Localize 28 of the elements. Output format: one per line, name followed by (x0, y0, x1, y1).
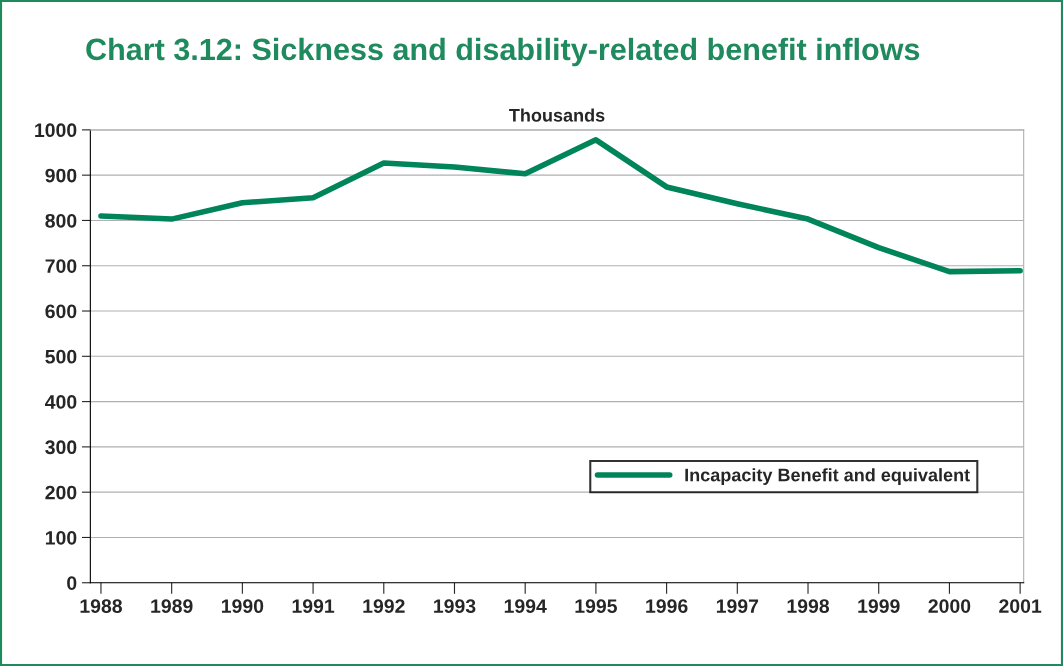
x-tick-label: 1998 (787, 599, 830, 613)
x-tick-label: 1995 (575, 599, 617, 613)
y-axis-title: Thousands (509, 108, 605, 122)
x-tick-label: 1991 (292, 599, 335, 613)
y-tick-label: 300 (45, 440, 77, 455)
y-tick-label: 100 (45, 530, 77, 545)
x-tick-label: 1988 (80, 599, 122, 613)
legend-label: Incapacity Benefit and equivalent (685, 468, 970, 485)
y-tick-label: 600 (45, 304, 77, 319)
x-tick-label: 1997 (716, 599, 759, 613)
chart-title: Chart 3.12: Sickness and disability-related benefit inflows (86, 37, 920, 67)
y-tick-label: 1000 (35, 123, 77, 138)
x-tick-label: 1999 (858, 599, 900, 613)
y-tick-label: 800 (45, 213, 77, 228)
x-tick-label: 1994 (504, 599, 547, 613)
x-tick-label: 1990 (221, 599, 264, 613)
x-tick-label: 1993 (434, 599, 476, 614)
x-tick-label: 2001 (999, 599, 1042, 613)
y-tick-label: 200 (45, 485, 77, 500)
x-tick-label: 1989 (151, 599, 193, 613)
y-tick-label: 500 (45, 349, 77, 364)
x-tick-label: 1996 (646, 599, 688, 613)
y-tick-label: 900 (45, 168, 77, 183)
y-tick-label: 400 (45, 395, 77, 409)
y-tick-label: 700 (45, 259, 77, 273)
x-tick-label: 2000 (928, 599, 971, 613)
x-tick-label: 1992 (363, 599, 405, 613)
y-tick-label: 0 (67, 576, 77, 590)
